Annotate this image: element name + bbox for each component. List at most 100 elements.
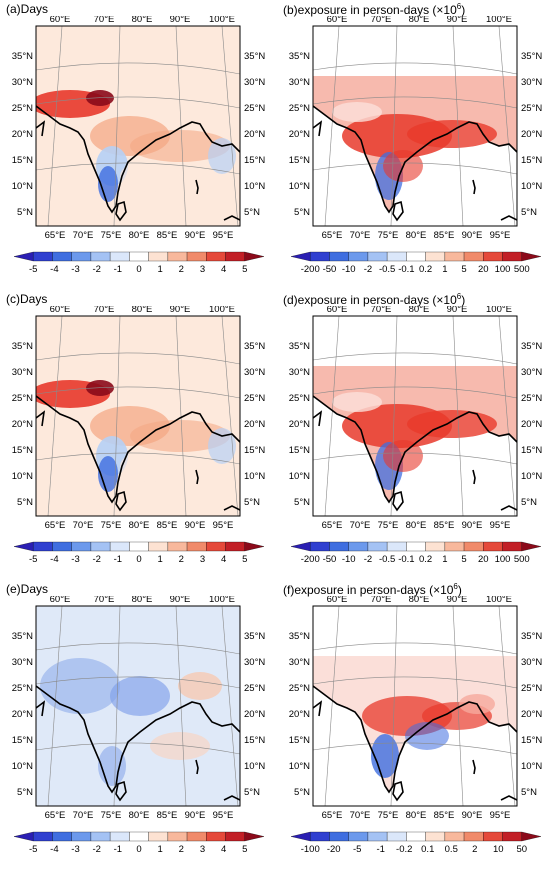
panel-title: (b)exposure in person-days (×106) [283, 2, 466, 17]
longitude-line [452, 26, 464, 226]
colorbar-label: -1 [114, 554, 122, 565]
longitude-label: 70°E [350, 520, 371, 531]
colorbar-label: -0.5 [379, 264, 395, 275]
colorbar-segment [290, 251, 311, 262]
colorbar-segment [206, 831, 226, 842]
colorbar-label: -100 [301, 844, 320, 855]
colorbar-segment [290, 831, 311, 842]
colorbar-label: -200 [301, 264, 320, 275]
map-border [35, 315, 241, 517]
colorbar-label: -2 [92, 844, 100, 855]
colorbar-label: 1 [442, 264, 447, 275]
colorbar-segment [33, 251, 53, 262]
graticule [313, 26, 517, 226]
latitude-line [36, 62, 240, 75]
latitude-label: 35°N [521, 51, 542, 62]
colorbar-label: 4 [221, 264, 226, 275]
latitude-label: 10°N [12, 761, 33, 772]
colorbar-segment [290, 541, 311, 552]
latitude-label: 30°N [289, 657, 310, 668]
colorbar-label: 5 [242, 264, 247, 275]
colorbar-segment [367, 541, 388, 552]
longitude-label: 65°E [322, 230, 343, 241]
longitude-label: 60°E [50, 16, 71, 25]
colorbar-segment [367, 251, 388, 262]
map-frame: 60°E 70°E 80°E 90°E 100°E 65°E 70°E 75°E 80°E 85°… [289, 596, 543, 821]
latitude-label: 15°N [521, 445, 542, 456]
longitude-label: 85°E [434, 520, 455, 531]
longitude-line [221, 316, 239, 516]
longitude-label: 75°E [378, 230, 399, 241]
longitude-label: 80°E [129, 520, 150, 531]
latitude-label: 15°N [244, 155, 265, 166]
latitude-label: 30°N [12, 657, 33, 668]
latitude-label: 35°N [521, 631, 542, 642]
colorbar-label: 0.1 [421, 844, 434, 855]
longitude-label: 80°E [132, 596, 153, 605]
longitude-label: 80°E [409, 16, 430, 25]
longitude-label: 70°E [73, 230, 94, 241]
longitude-label: 85°E [157, 520, 178, 531]
latitude-line [313, 386, 517, 399]
colorbar-label: -20 [327, 844, 341, 855]
colorbar-segment [225, 541, 245, 552]
latitude-line [313, 676, 517, 689]
longitude-label: 65°E [45, 230, 66, 241]
coastline [313, 395, 517, 512]
colorbar-label: -1 [377, 844, 385, 855]
longitude-line [47, 316, 63, 516]
longitude-label: 70°E [371, 596, 392, 605]
latitude-label: 35°N [244, 51, 265, 62]
colorbar-label: 5 [461, 554, 466, 565]
colorbar-segment [148, 251, 168, 262]
latitude-label: 25°N [521, 393, 542, 404]
longitude-label: 60°E [327, 596, 348, 605]
map-frame: 60°E 70°E 80°E 90°E 100°E 65°E 70°E 75°E 80°E 85°… [12, 16, 266, 241]
longitude-label: 90°E [447, 306, 468, 315]
longitude-line [175, 606, 187, 806]
longitude-label: 70°E [73, 810, 94, 821]
latitude-label: 5°N [244, 497, 260, 508]
latitude-label: 15°N [289, 445, 310, 456]
coastline [313, 685, 517, 802]
longitude-label: 90°E [170, 596, 191, 605]
colorbar-segment [167, 831, 188, 842]
latitude-label: 35°N [244, 631, 265, 642]
latitude-line [313, 352, 517, 365]
colorbar-label: 3 [200, 264, 205, 275]
longitude-line [175, 316, 187, 516]
map-panel-f: (f)exposure in person-days (×106) 60°E 70… [277, 580, 554, 870]
colorbar-label: -10 [342, 554, 356, 565]
colorbar-segment [387, 251, 407, 262]
latitude-label: 25°N [244, 393, 265, 404]
coastline [313, 105, 517, 222]
longitude-label: 70°E [371, 16, 392, 25]
latitude-label: 5°N [521, 497, 537, 508]
latitude-label: 30°N [521, 77, 542, 88]
colorbar-segment [110, 251, 130, 262]
latitude-label: 20°N [12, 709, 33, 720]
longitude-label: 75°E [101, 810, 122, 821]
longitude-label: 95°E [490, 520, 511, 531]
latitude-label: 30°N [12, 77, 33, 88]
colorbar-segment [186, 251, 207, 262]
colorbar-label: 4 [221, 844, 226, 855]
latitude-label: 30°N [244, 77, 265, 88]
colorbar-label: -0.1 [398, 554, 414, 565]
latitude-line [36, 386, 240, 399]
latitude-label: 25°N [12, 393, 33, 404]
colorbar-segment [110, 541, 130, 552]
longitude-label: 70°E [94, 306, 115, 315]
colorbar-label: 0.2 [419, 264, 432, 275]
colorbar-label: -1 [114, 264, 122, 275]
graticule [36, 606, 240, 806]
colorbar-segment [52, 831, 72, 842]
colorbar-segment [129, 831, 149, 842]
colorbar-label: 1 [158, 554, 163, 565]
longitude-line [498, 26, 516, 226]
longitude-label: 80°E [406, 810, 427, 821]
longitude-label: 65°E [45, 810, 66, 821]
longitude-label: 85°E [434, 230, 455, 241]
longitude-label: 70°E [73, 520, 94, 531]
latitude-label: 20°N [244, 419, 265, 430]
